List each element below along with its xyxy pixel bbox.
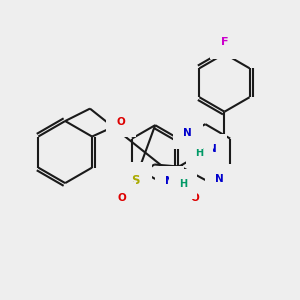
Text: H: H bbox=[179, 179, 187, 189]
Text: O: O bbox=[117, 193, 126, 202]
Text: O: O bbox=[190, 193, 199, 202]
Text: F: F bbox=[221, 38, 228, 47]
Text: H: H bbox=[196, 148, 204, 158]
Text: N: N bbox=[215, 174, 224, 184]
Text: N: N bbox=[165, 176, 174, 186]
Text: O: O bbox=[117, 117, 125, 127]
Text: N: N bbox=[183, 128, 192, 138]
Text: S: S bbox=[131, 173, 140, 187]
Text: N: N bbox=[208, 144, 216, 154]
